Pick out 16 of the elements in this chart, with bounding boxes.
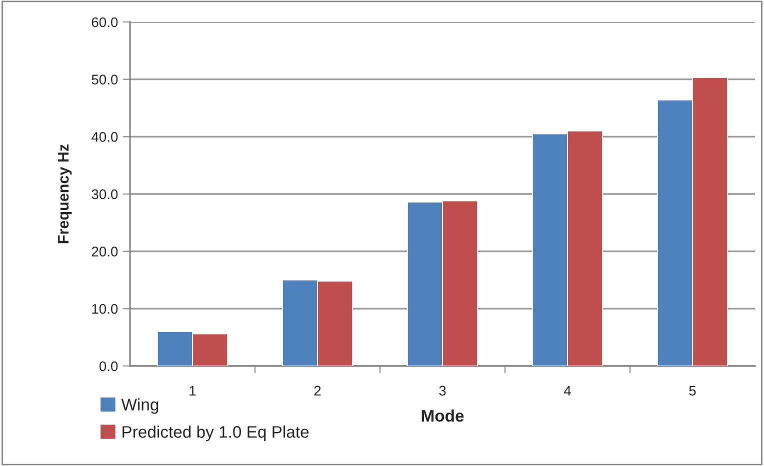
y-tick-label: 60.0 xyxy=(92,17,118,28)
x-tick-label: 5 xyxy=(689,386,696,396)
legend-label: Wing xyxy=(121,398,158,414)
legend-label: Predicted by 1.0 Eq Plate xyxy=(122,426,309,442)
y-axis-title: Frequency Hz xyxy=(58,144,72,244)
x-tick-label: 2 xyxy=(314,386,321,396)
y-tick-label: 30.0 xyxy=(92,189,118,200)
y-tick-label: 0.0 xyxy=(99,361,118,372)
y-tick-label: 50.0 xyxy=(92,74,118,85)
x-tick-label: 3 xyxy=(439,386,446,396)
y-tick-label: 40.0 xyxy=(91,132,118,142)
x-axis-title: Mode xyxy=(422,410,464,422)
y-tick-label: 20.0 xyxy=(92,246,118,257)
x-tick-label: 1 xyxy=(190,386,196,396)
y-tick-label: 10.0 xyxy=(92,304,118,314)
x-tick-label: 4 xyxy=(564,386,571,396)
